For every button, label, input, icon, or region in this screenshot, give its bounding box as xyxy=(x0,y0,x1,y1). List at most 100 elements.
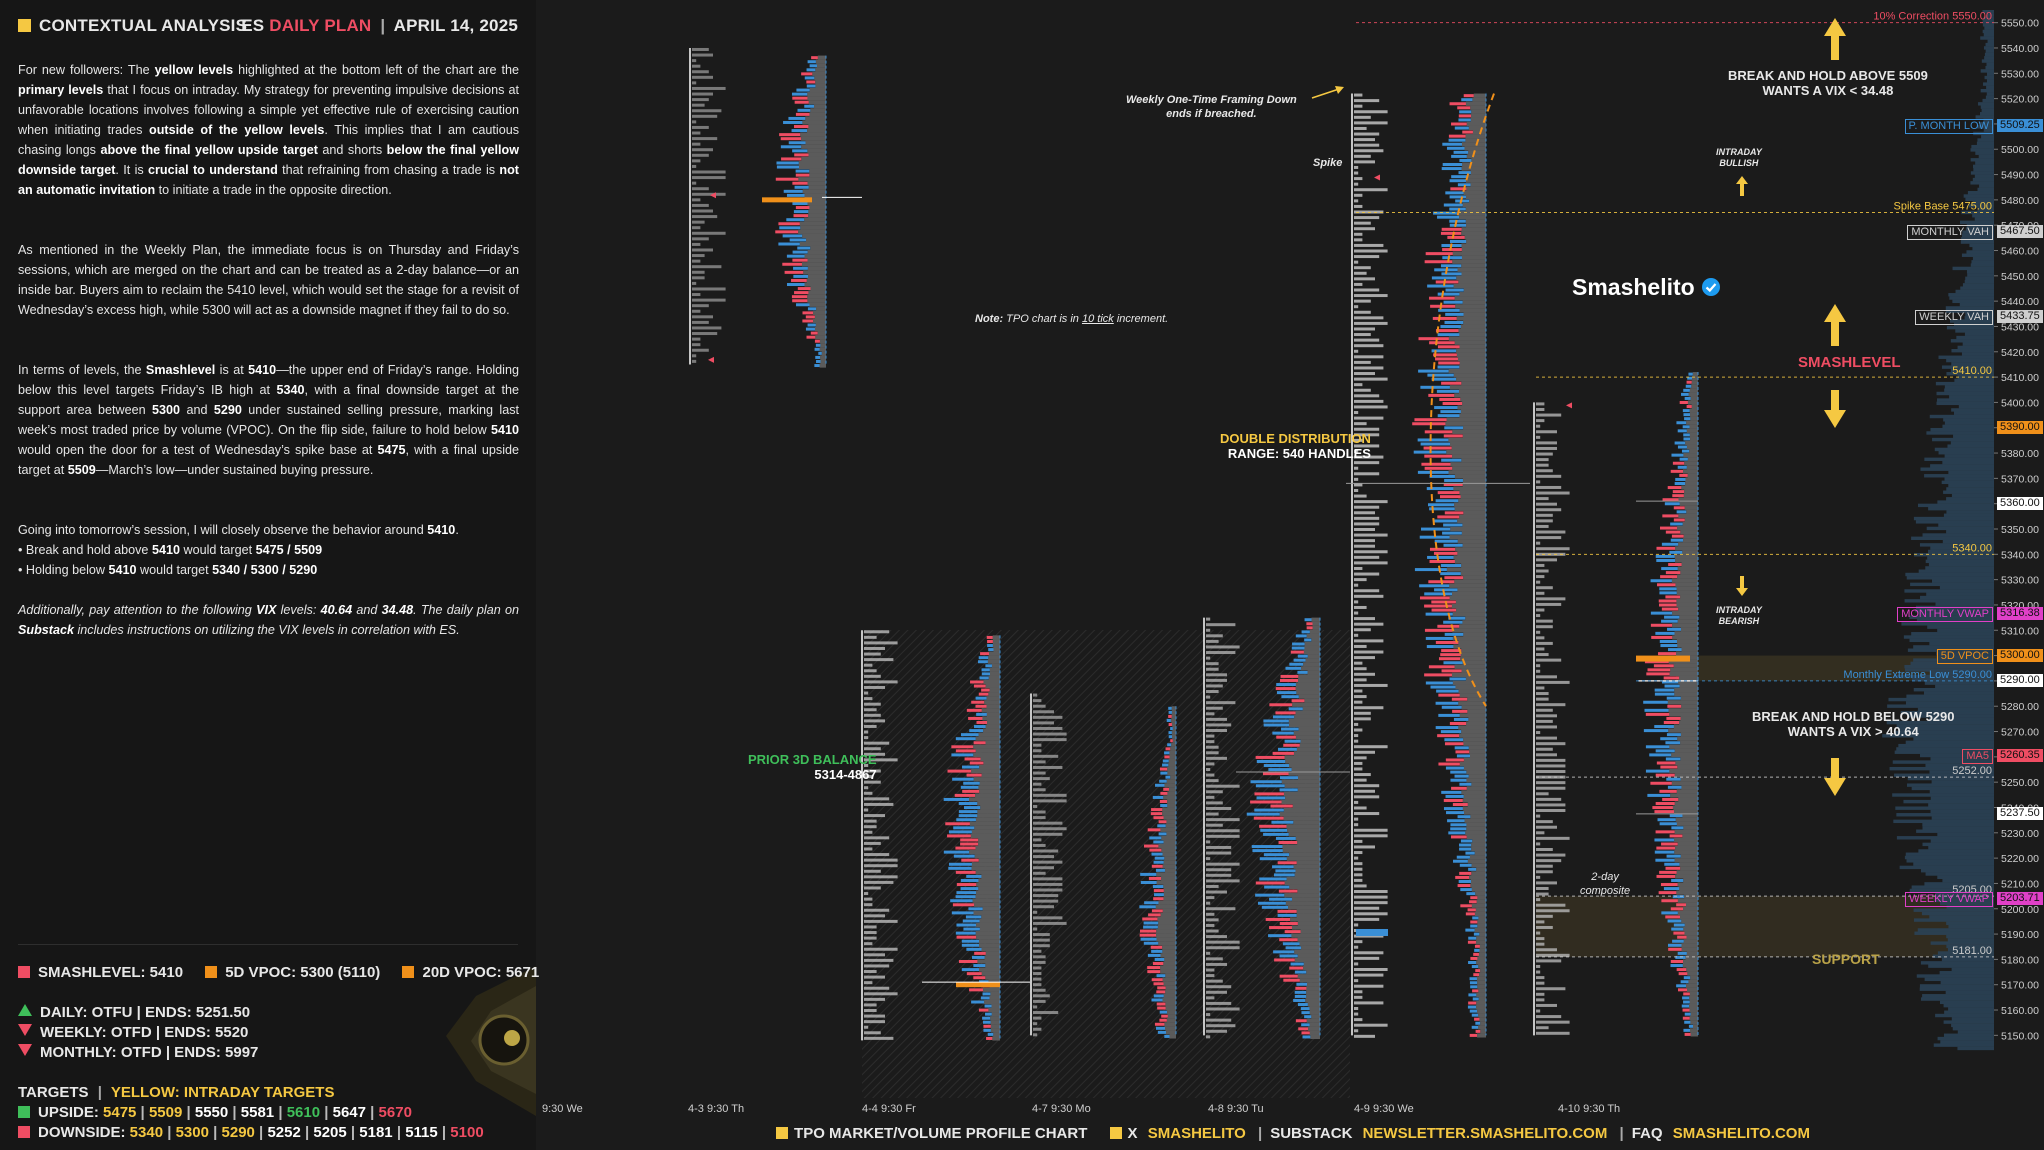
tpo-row xyxy=(1354,722,1359,726)
paragraph-vix: Additionally, pay attention to the follo… xyxy=(18,603,519,637)
volume-bar xyxy=(1689,1016,1698,1021)
tpo-row xyxy=(1536,1015,1562,1019)
delta-bar xyxy=(975,704,987,708)
tpo-row xyxy=(1354,890,1388,894)
tpo-row xyxy=(1354,360,1371,364)
composite-volume-bar xyxy=(1965,197,1998,201)
volume-bar xyxy=(1674,837,1698,843)
delta-bar xyxy=(775,177,799,181)
delta-bar xyxy=(778,222,800,226)
volume-bar xyxy=(1452,636,1486,641)
tpo-row xyxy=(1536,586,1553,590)
tpo-row xyxy=(1354,761,1363,765)
composite-volume-bar xyxy=(1957,1046,1998,1051)
delta-bar xyxy=(1424,454,1453,458)
tpo-row xyxy=(1033,710,1054,714)
volume-bar xyxy=(1285,901,1320,906)
volume-bar xyxy=(1162,807,1176,812)
volume-bar xyxy=(1161,835,1176,841)
tpo-row xyxy=(1536,508,1562,512)
tpo-row xyxy=(1354,321,1388,325)
footer-faq-link[interactable]: SMASHELITO.COM xyxy=(1672,1125,1810,1142)
price-tag-label: 5D VPOC xyxy=(1936,648,1993,664)
footer-x-handle-link[interactable]: SMASHELITO xyxy=(1147,1125,1246,1142)
composite-volume-bar xyxy=(1907,776,1998,781)
delta-bar xyxy=(1170,739,1173,743)
volume-bar xyxy=(973,777,1000,782)
composite-volume-bar xyxy=(1934,898,1998,903)
delta-bar xyxy=(1656,558,1676,562)
volume-bar xyxy=(1449,583,1486,588)
price-tag: 5203.71 xyxy=(1997,892,2043,906)
footer-substack-link[interactable]: NEWSLETTER.SMASHELITO.COM xyxy=(1362,1125,1608,1142)
composite-volume-bar xyxy=(1979,112,1998,116)
volume-bar xyxy=(1681,785,1698,790)
delta-bar xyxy=(1294,990,1307,994)
volume-bar xyxy=(975,748,1000,753)
delta-bar xyxy=(802,311,814,315)
delta-bar xyxy=(960,785,979,789)
volume-bar xyxy=(1446,450,1486,455)
tpo-row xyxy=(864,708,877,712)
delta-bar xyxy=(1152,962,1164,966)
tpo-row xyxy=(1536,864,1553,868)
volume-bar xyxy=(1465,206,1486,212)
volume-bar xyxy=(1461,648,1486,653)
tpo-row xyxy=(1354,444,1380,448)
tpo-letters xyxy=(1030,693,1067,1037)
delta-bar xyxy=(1682,996,1690,1000)
tpo-row xyxy=(1033,927,1038,931)
volume-bar xyxy=(1166,819,1176,824)
delta-bar xyxy=(1418,337,1449,341)
tpo-row xyxy=(1536,630,1541,634)
volume-bar xyxy=(804,254,826,259)
delta-bar xyxy=(1164,1034,1170,1038)
legend-vpoc-row: SMASHLEVEL: 5410 5D VPOC: 5300 (5110) 20… xyxy=(18,964,539,981)
composite-volume-bar xyxy=(1913,516,1998,521)
tpo-row xyxy=(864,630,890,634)
delta-bar xyxy=(1683,1028,1690,1032)
delta-bar xyxy=(1665,595,1681,599)
volume-bar xyxy=(1306,633,1320,639)
tpo-row xyxy=(1354,734,1359,738)
delta-bar xyxy=(795,173,810,177)
tpo-row xyxy=(692,59,697,63)
delta-bar xyxy=(1448,616,1466,620)
delta-bar xyxy=(1658,599,1677,603)
delta-bar xyxy=(975,696,987,700)
tpo-row xyxy=(1536,825,1557,829)
volume-bar xyxy=(1291,897,1320,902)
tpo-row xyxy=(1536,692,1549,696)
composite-volume-bar xyxy=(1981,135,1998,139)
volume-bar xyxy=(1689,432,1698,437)
tpo-row xyxy=(692,142,701,146)
tpo-row xyxy=(1033,921,1067,925)
composite-volume-bar xyxy=(1945,306,1998,310)
tpo-row xyxy=(1033,788,1046,792)
volume-bar xyxy=(1471,158,1486,163)
delta-bar xyxy=(1655,554,1675,558)
volume-bar xyxy=(1167,799,1176,804)
delta-bar xyxy=(1440,325,1461,329)
delta-bar xyxy=(1254,808,1284,812)
delta-bar xyxy=(1161,1014,1168,1018)
tpo-row xyxy=(1206,873,1232,877)
tpo-letters xyxy=(689,47,726,365)
tpo-row xyxy=(1354,455,1384,459)
composite-volume-bar xyxy=(1931,780,1998,784)
delta-bar xyxy=(951,911,974,915)
delta-bar xyxy=(1427,503,1455,507)
delta-bar xyxy=(1663,720,1680,724)
volume-bar xyxy=(1471,109,1486,114)
delta-bar xyxy=(1679,473,1688,477)
tpo-row xyxy=(1536,402,1545,406)
tpo-row xyxy=(1354,644,1367,648)
tpo-row xyxy=(1536,981,1545,985)
volume-bar xyxy=(1683,878,1698,883)
tpo-row xyxy=(1354,566,1363,570)
volume-bar xyxy=(1688,392,1698,397)
price-tag-label: P. MONTH LOW xyxy=(1904,118,1993,134)
composite-volume-bar xyxy=(1961,233,1998,238)
volume-bar xyxy=(1295,710,1320,715)
delta-bar xyxy=(978,1008,989,1012)
